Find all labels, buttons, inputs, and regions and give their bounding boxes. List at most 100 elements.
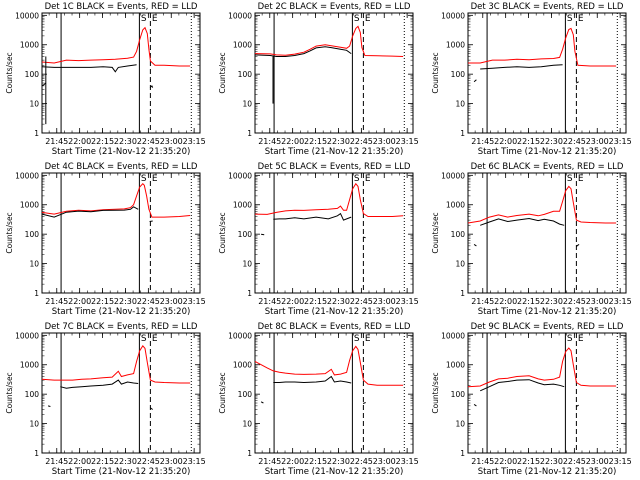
x-axis-label: Start Time (21-Nov-12 21:35:20) [52, 147, 191, 157]
panel-det-2: Det 2C BLACK = Events, RED = LLD 21:45 22:… [218, 2, 419, 157]
x-tick-label: 22:15 [91, 137, 114, 146]
y-tick-label: 10000 [15, 331, 39, 340]
y-tick-label: 100 [451, 390, 466, 399]
panel-title: Det 4C BLACK = Events, RED = LLD [45, 162, 198, 172]
x-tick-label: 23:00 [373, 457, 396, 466]
x-tick-label: 21:45 [258, 297, 281, 306]
x-tick-label: 23:00 [160, 297, 183, 306]
x-tick-label: 22:30 [327, 137, 350, 146]
x-tick-label: 22:00 [68, 297, 91, 306]
y-tick-label: 1000 [20, 201, 39, 210]
x-tick-label: 21:45 [258, 457, 281, 466]
y-tick-label: 10000 [228, 171, 252, 180]
y-tick-label: 1 [34, 289, 39, 298]
marker-s-label: S [567, 174, 573, 184]
x-tick-label: 22:00 [494, 297, 517, 306]
x-tick-label: 22:30 [540, 457, 563, 466]
x-axis-label: Start Time (21-Nov-12 21:35:20) [478, 467, 617, 477]
events-series-segment [575, 404, 579, 407]
x-tick-label: 23:00 [586, 137, 609, 146]
x-tick-label: 23:15 [183, 457, 206, 466]
x-tick-label: 22:15 [304, 297, 327, 306]
x-tick-label: 23:15 [396, 457, 419, 466]
y-tick-label: 1 [460, 129, 465, 138]
lld-series-line [467, 185, 617, 224]
y-tick-label: 10 [455, 100, 465, 109]
lld-series-line [254, 182, 404, 217]
y-axis-label: Counts/sec [218, 372, 227, 413]
panel-title: Det 2C BLACK = Events, RED = LLD [258, 2, 411, 12]
events-series-segment [473, 403, 477, 407]
y-axis-label: Counts/sec [431, 52, 440, 93]
events-series-segment [47, 405, 51, 407]
x-tick-label: 22:15 [517, 137, 540, 146]
plot-frame [467, 332, 627, 454]
lld-series-line [41, 344, 191, 384]
panel-det-4: Det 4C BLACK = Events, RED = LLD 21:45 22:… [5, 162, 206, 317]
x-tick-label: 22:45 [563, 457, 586, 466]
y-tick-label: 10 [455, 260, 465, 269]
x-tick-label: 21:45 [258, 137, 281, 146]
y-tick-label: 100 [451, 230, 466, 239]
x-tick-label: 22:45 [563, 297, 586, 306]
x-tick-label: 22:45 [350, 137, 373, 146]
panel-title: Det 5C BLACK = Events, RED = LLD [258, 162, 411, 172]
y-tick-label: 100 [25, 230, 40, 239]
lld-series-line [41, 26, 191, 67]
marker-s-label: S [141, 174, 147, 184]
plot-frame [254, 12, 414, 134]
x-tick-label: 21:45 [45, 297, 68, 306]
marker-s-label: S [141, 14, 147, 24]
x-tick-label: 21:45 [45, 137, 68, 146]
events-series-segment [473, 79, 477, 83]
x-tick-label: 22:45 [350, 297, 373, 306]
y-tick-label: 10 [29, 260, 39, 269]
lld-series-line [468, 27, 617, 67]
x-tick-label: 22:15 [304, 457, 327, 466]
events-series-segment [362, 402, 366, 404]
x-tick-label: 22:00 [281, 457, 304, 466]
lld-series-line [254, 345, 404, 386]
y-tick-label: 1000 [233, 361, 252, 370]
x-axis-label: Start Time (21-Nov-12 21:35:20) [478, 147, 617, 157]
y-tick-label: 10 [29, 100, 39, 109]
x-tick-label: 22:45 [563, 137, 586, 146]
x-tick-label: 23:15 [396, 137, 419, 146]
marker-e-label: E [578, 14, 584, 24]
y-tick-label: 10 [242, 420, 252, 429]
marker-s-label: S [354, 14, 360, 24]
y-tick-label: 10000 [228, 11, 252, 20]
panel-title: Det 8C BLACK = Events, RED = LLD [258, 322, 411, 332]
marker-s-label: S [567, 14, 573, 24]
x-tick-label: 22:00 [68, 457, 91, 466]
y-tick-label: 10 [455, 420, 465, 429]
x-tick-label: 22:30 [540, 137, 563, 146]
y-tick-label: 10000 [441, 331, 465, 340]
y-tick-label: 10000 [15, 171, 39, 180]
plot-frame [254, 172, 414, 294]
x-tick-label: 21:45 [471, 297, 494, 306]
x-tick-label: 22:00 [494, 137, 517, 146]
events-series-line [41, 64, 137, 73]
y-tick-label: 10 [242, 260, 252, 269]
y-tick-label: 10000 [15, 11, 39, 20]
y-tick-label: 1 [34, 449, 39, 458]
lld-series-line [254, 25, 404, 57]
events-series-line [480, 64, 563, 70]
x-axis-label: Start Time (21-Nov-12 21:35:20) [265, 307, 404, 317]
x-tick-label: 22:00 [281, 297, 304, 306]
y-axis-label: Counts/sec [5, 52, 14, 93]
lld-series-line [41, 182, 191, 218]
y-tick-label: 1000 [20, 41, 39, 50]
x-tick-label: 21:45 [471, 137, 494, 146]
x-tick-label: 22:15 [517, 457, 540, 466]
x-tick-label: 23:00 [586, 297, 609, 306]
x-tick-label: 22:30 [540, 297, 563, 306]
y-tick-label: 1000 [446, 361, 465, 370]
y-tick-label: 1 [247, 449, 252, 458]
